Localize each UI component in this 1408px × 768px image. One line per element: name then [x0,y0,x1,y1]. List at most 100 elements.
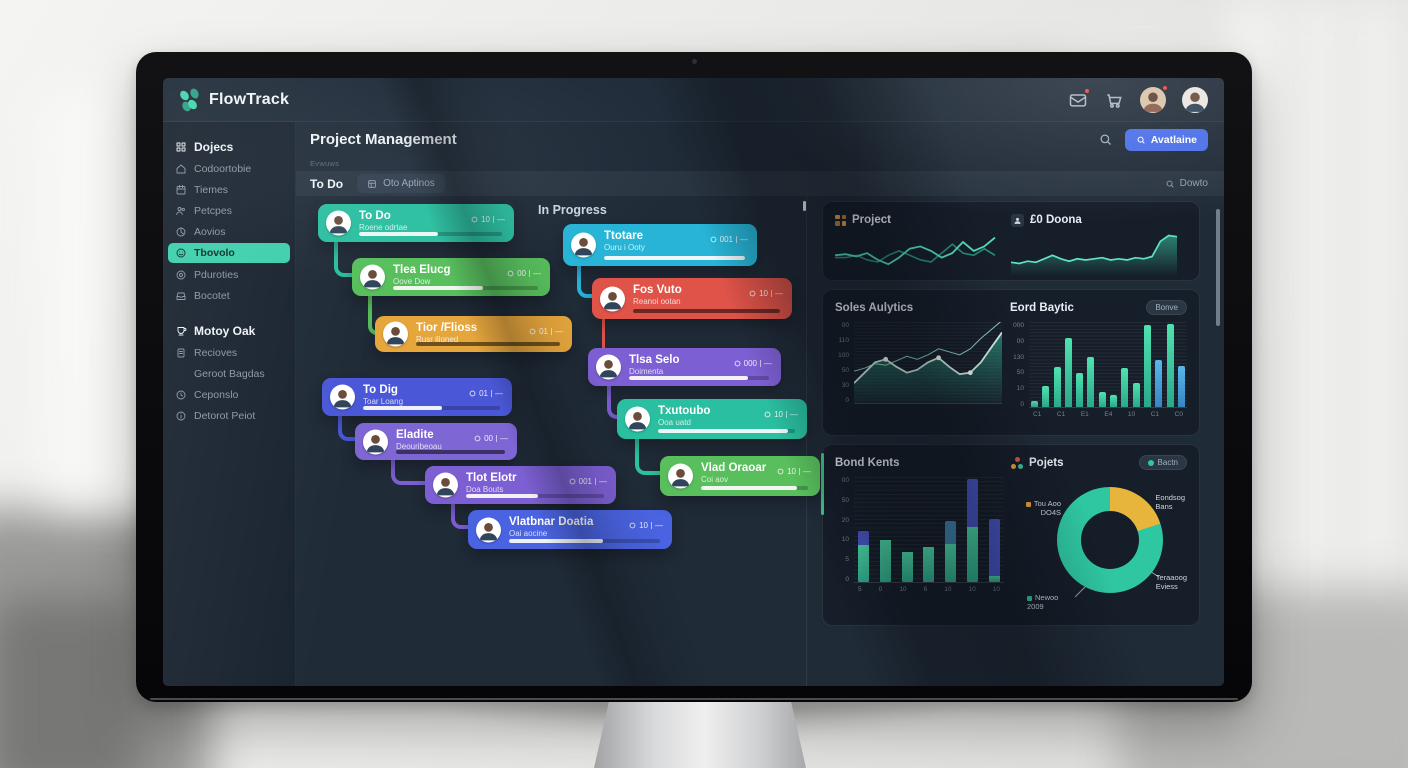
messages-icon[interactable] [1068,86,1091,110]
sidebar-item-label: Aovios [194,225,226,238]
search-button[interactable]: Avatlaine [1124,128,1208,151]
more-dash-icon[interactable]: — [790,410,798,419]
task-card-todo[interactable]: To Do Roene odrtae 10 — [318,204,514,242]
card-progress [363,406,500,410]
more-dash-icon[interactable]: — [740,235,748,244]
task-card-inprogress[interactable]: Txutoubo Ooa uatd 10 — [617,399,807,439]
panel-overview: Project £0 Doona [822,201,1200,281]
task-card-inprogress[interactable]: Vlad Oraoar Coi aov 10 — [660,456,820,496]
task-card-inprogress[interactable]: Fos Vuto Reanoi ootan 10 — [592,278,792,319]
task-card-inprogress[interactable]: Tlsa Selo Doimenta 000 — [588,348,781,386]
assignee-avatar [330,384,355,410]
clock-icon [474,435,481,442]
assignee-avatar [668,463,693,489]
card-subtitle: Doa Bouts [466,485,504,494]
divider [786,411,787,418]
connector [334,242,352,277]
bar [1087,357,1095,407]
project-sparkline [834,232,1011,276]
divider [551,328,552,335]
card-subtitle: Deouribeoau [396,442,442,451]
notification-dot [1161,83,1169,92]
stacked-bar [988,519,1000,582]
sidebar-item-detorot-peiot[interactable]: Detorot Peiot [163,405,295,426]
task-card-todo[interactable]: Tior /Flioss Rusr ilioned 01 — [375,316,572,352]
connector [607,386,617,419]
task-card-inprogress[interactable]: Ttotare Ouru i Ooty 001 — [563,224,757,266]
sidebar-item-aovios[interactable]: Aovios [163,221,295,242]
card-progress [633,309,780,313]
sidebar-item-petcpes[interactable]: Petcpes [163,200,295,221]
more-dash-icon[interactable]: — [495,389,503,398]
more-dash-icon[interactable]: — [775,289,783,298]
assignee-avatar [600,286,625,311]
card-progress [509,539,660,543]
stacked-bar [858,531,869,582]
brand-name: FlowTrack [209,90,290,108]
more-dash-icon[interactable]: — [555,327,563,336]
user-avatar[interactable] [1182,86,1208,113]
board-search[interactable]: Dowto [1165,178,1208,189]
connector [391,460,425,485]
sidebar-item-tbovolo[interactable]: Tbovolo [168,243,290,263]
card-meta: 01 — [469,389,503,398]
sidebar-item-codoortobie[interactable]: Codoortobie [163,158,295,179]
clock-icon [529,328,536,335]
task-card-todo[interactable]: Tlot Elotr Doa Bouts 001 — [425,466,616,504]
card-meta-count: 10 [759,289,768,298]
tab-secondary[interactable]: Oto Aptinos [357,174,445,193]
stacked-bar [901,552,913,582]
page-title: Project Management [310,131,457,148]
more-dash-icon[interactable]: — [497,215,505,224]
chart-badge[interactable]: Bonve [1146,300,1187,315]
clock-icon [777,468,784,475]
more-dash-icon[interactable]: — [803,467,811,476]
more-dash-icon[interactable]: — [764,359,772,368]
more-dash-icon[interactable]: — [599,477,607,486]
cart-icon[interactable] [1104,90,1124,110]
sidebar-item-recioves[interactable]: Recioves [163,342,295,363]
assignee-avatar [360,264,385,290]
more-dash-icon[interactable]: — [500,434,508,443]
bar [1121,368,1129,407]
sidebar-item-bocotet[interactable]: Bocotet [163,285,295,306]
stacked-bar [923,547,935,582]
bar [1132,383,1140,407]
pie-icon [175,226,187,238]
sidebar-item-geroot-bagdas[interactable]: Geroot Bagdas [163,363,295,384]
chart-badge[interactable]: Bactn [1138,455,1187,470]
main-area: Project Management Avatlaine Evwuws [296,122,1224,686]
clock-icon [629,522,636,529]
task-card-todo[interactable]: Tlea Elucg Oove Dow 00 — [352,258,550,296]
panel-title: Project [852,214,891,226]
task-card-todo[interactable]: Vlatbnar Doatia Oai aocine 10 — [468,510,672,549]
eord-baytic-block: Eord Baytic Bonve 000 00 130 50 10 0 C1 C1 E1 E4 1… [1010,300,1187,425]
task-card-todo[interactable]: To Dig Toar Loang 01 — [322,378,512,416]
scrollbar[interactable] [1216,209,1220,326]
badge-label: Bactn [1157,458,1178,467]
panel-title: £0 Doona [1030,214,1082,226]
card-title: To Dig [363,384,398,396]
card-subtitle: Roene odrtae [359,223,408,232]
more-dash-icon[interactable]: — [533,269,541,278]
sidebar-item-label: Tbovolo [194,247,235,259]
project-sparkline-block: Project [834,212,1011,270]
task-card-todo[interactable]: Eladite Deouribeoau 00 — [355,423,517,460]
connector [368,296,377,335]
divider [799,468,800,475]
sidebar-item-tiemes[interactable]: Tiemes [163,179,295,200]
sidebar-item-label: Codoortobie [194,162,252,175]
divider [493,216,494,223]
sidebar-item-pduroties[interactable]: Pduroties [163,264,295,285]
tab-todo[interactable]: To Do [310,176,344,191]
card-title: Vlad Oraoar [701,462,766,474]
doc-icon [175,347,187,359]
search-icon[interactable] [1098,132,1113,147]
connector [635,439,660,475]
more-dash-icon[interactable]: — [655,521,663,530]
assignee-avatar [625,406,650,432]
contact-avatar[interactable] [1140,83,1169,113]
monitor-stand [594,702,806,768]
sidebar-item-ceponslo[interactable]: Ceponslo [163,384,295,405]
bar [1177,366,1185,407]
